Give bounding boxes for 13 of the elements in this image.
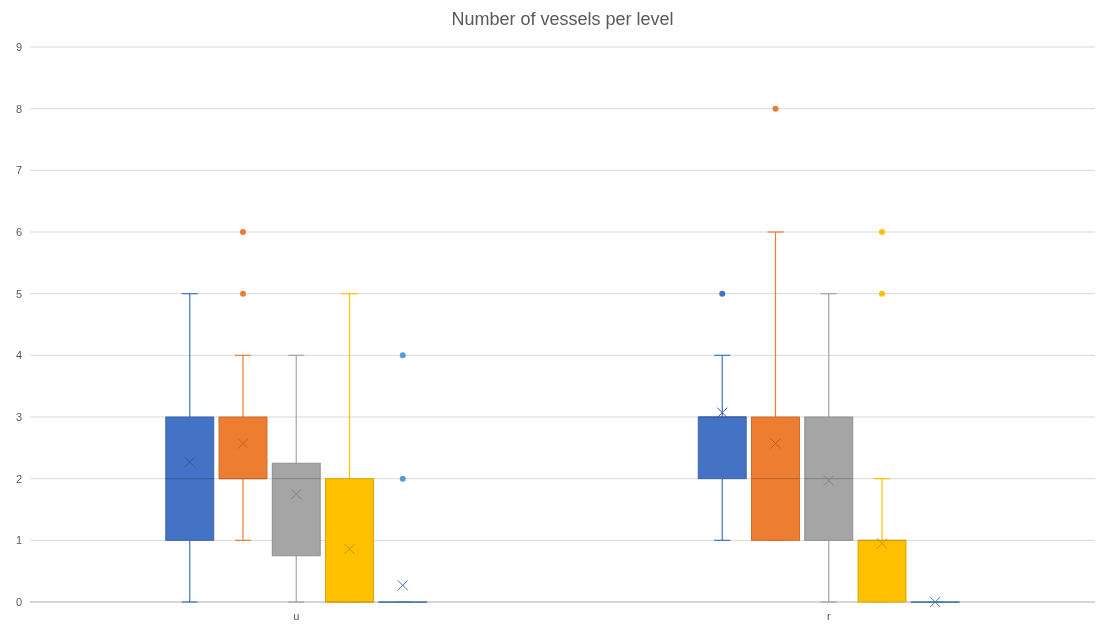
y-tick-label: 3: [15, 410, 22, 423]
y-tick-label: 8: [15, 102, 22, 115]
y-tick-label: 9: [15, 40, 22, 53]
y-tick-label: 7: [15, 164, 22, 177]
y-tick-label: 0: [15, 595, 22, 608]
x-tick-label: r: [826, 610, 831, 622]
y-tick-label: 2: [15, 472, 22, 485]
y-tick-label: 4: [15, 349, 22, 362]
chart-title: Number of vessels per level: [451, 9, 674, 29]
y-tick-label: 5: [15, 287, 22, 300]
y-tick-label: 1: [15, 534, 22, 547]
x-tick-label: u: [293, 610, 300, 622]
y-tick-label: 6: [15, 225, 22, 238]
